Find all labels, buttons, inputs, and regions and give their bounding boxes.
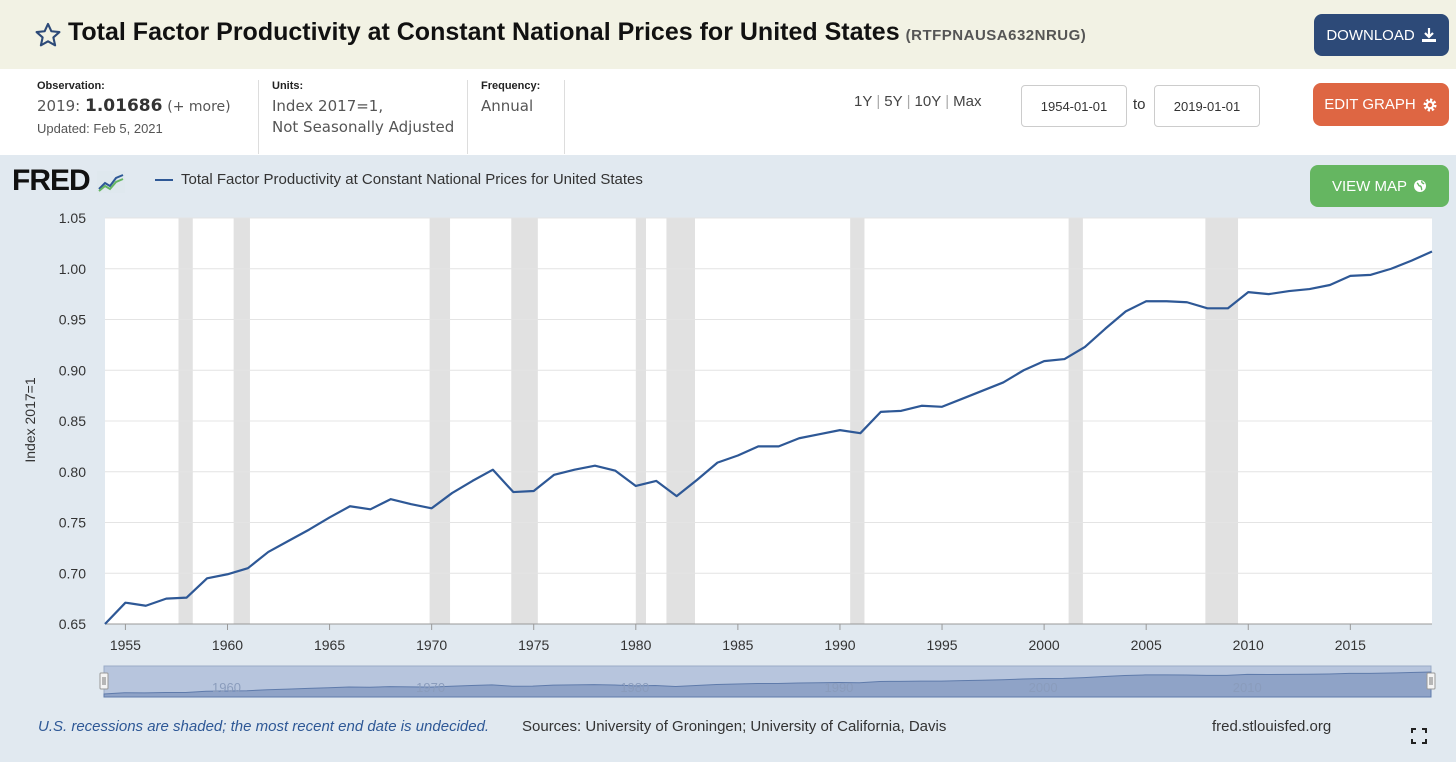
site-link[interactable]: fred.stlouisfed.org	[1212, 718, 1332, 735]
start-date-input[interactable]: 1954-01-01	[1021, 85, 1127, 127]
navigator-series	[103, 671, 1432, 698]
x-tick-label: 2010	[1233, 637, 1264, 653]
x-tick-label: 1955	[110, 637, 141, 653]
recession-note: U.S. recessions are shaded; the most rec…	[38, 718, 490, 735]
units-block: Units: Index 2017=1, Not Seasonally Adju…	[258, 80, 466, 154]
x-tick-label: 2000	[1029, 637, 1060, 653]
x-tick-label: 1975	[518, 637, 549, 653]
observation-block: Observation: 2019: 1.01686 (+ more) Upda…	[37, 80, 257, 154]
navigator-label: 1970	[416, 680, 445, 695]
end-date-input[interactable]: 2019-01-01	[1154, 85, 1260, 127]
download-button[interactable]: DOWNLOAD	[1314, 14, 1449, 56]
x-tick-label: 1970	[416, 637, 447, 653]
observation-year: 2019:	[37, 97, 81, 115]
view-map-label: VIEW MAP	[1331, 177, 1407, 195]
view-map-button[interactable]: VIEW MAP	[1310, 165, 1449, 207]
observation-label: Observation:	[37, 80, 105, 92]
units-line1: Index 2017=1,	[272, 97, 384, 115]
line-chart: 0.65 0.70 0.75 0.80 0.85 0.90 0.95 1.00 1.05 1955…	[59, 210, 1436, 698]
edit-graph-label: EDIT GRAPH	[1324, 96, 1416, 113]
y-tick-label: 0.80	[59, 464, 86, 480]
frequency-label: Frequency:	[481, 80, 541, 92]
download-label: DOWNLOAD	[1326, 26, 1415, 44]
x-tick-label: 1990	[824, 637, 855, 653]
edit-graph-button[interactable]: EDIT GRAPH	[1313, 83, 1449, 126]
range-1y[interactable]: 1Y	[854, 93, 873, 110]
x-tick-label: 1965	[314, 637, 345, 653]
navigator-label: 2000	[1029, 680, 1058, 695]
gear-icon	[1423, 98, 1437, 111]
globe-icon	[1414, 180, 1426, 192]
x-tick-label: 2015	[1335, 637, 1366, 653]
fred-logo: FRED	[12, 164, 126, 198]
series-line	[104, 250, 1433, 625]
range-10y[interactable]: 10Y	[914, 93, 942, 110]
frequency-value: Annual	[481, 97, 534, 115]
units-label: Units:	[272, 80, 304, 92]
y-tick-label: 1.00	[59, 261, 86, 277]
x-tick-label: 2005	[1131, 637, 1162, 653]
x-tick-label: 1985	[722, 637, 753, 653]
fred-chart-icon	[97, 171, 126, 194]
observation-line: 2019: 1.01686 (+ more)	[37, 96, 257, 118]
range-max[interactable]: Max	[953, 93, 982, 110]
legend-swatch	[155, 178, 173, 181]
series-id: (RTFPNAUSA632NRUG)	[905, 27, 1087, 44]
to-label: to	[1133, 96, 1146, 113]
y-tick-label: 0.90	[59, 362, 86, 378]
navigator-handle[interactable]	[99, 672, 109, 690]
navigator-label: 1990	[824, 680, 853, 695]
x-tick-label: 1960	[212, 637, 243, 653]
download-icon	[1421, 28, 1436, 42]
units-line2: Not Seasonally Adjusted	[272, 118, 455, 136]
y-tick-label: 0.95	[59, 312, 86, 328]
updated-date: Updated: Feb 5, 2021	[37, 121, 163, 136]
page-title-text: Total Factor Productivity at Constant Na…	[68, 18, 900, 46]
y-tick-label: 0.85	[59, 413, 86, 429]
chart-legend: Total Factor Productivity at Constant Na…	[155, 171, 643, 188]
page-title: Total Factor Productivity at Constant Na…	[68, 18, 1086, 47]
observation-more-link[interactable]: (+ more)	[167, 99, 231, 115]
navigator-handle[interactable]	[1426, 672, 1436, 690]
y-tick-label: 0.65	[59, 616, 86, 632]
frequency-block: Frequency: Annual	[467, 80, 565, 154]
legend-label: Total Factor Productivity at Constant Na…	[181, 171, 643, 188]
range-selector: 1Y | 5Y | 10Y | Max	[854, 93, 982, 110]
navigator-label: 2010	[1233, 680, 1262, 695]
y-tick-label: 1.05	[59, 210, 86, 226]
y-tick-label: 0.75	[59, 515, 86, 531]
fred-logo-text: FRED	[12, 164, 91, 197]
navigator-label: 1960	[212, 680, 241, 695]
y-tick-label: 0.70	[59, 565, 86, 581]
sources-text: Sources: University of Groningen; Univer…	[522, 718, 947, 735]
star-icon[interactable]	[34, 21, 62, 49]
fullscreen-icon[interactable]	[1411, 728, 1427, 744]
x-tick-label: 1995	[926, 637, 957, 653]
x-tick-label: 1980	[620, 637, 651, 653]
range-5y[interactable]: 5Y	[884, 93, 903, 110]
title-bar: Total Factor Productivity at Constant Na…	[0, 0, 1456, 69]
observation-value: 1.01686	[85, 96, 163, 116]
navigator-label: 1980	[620, 680, 649, 695]
